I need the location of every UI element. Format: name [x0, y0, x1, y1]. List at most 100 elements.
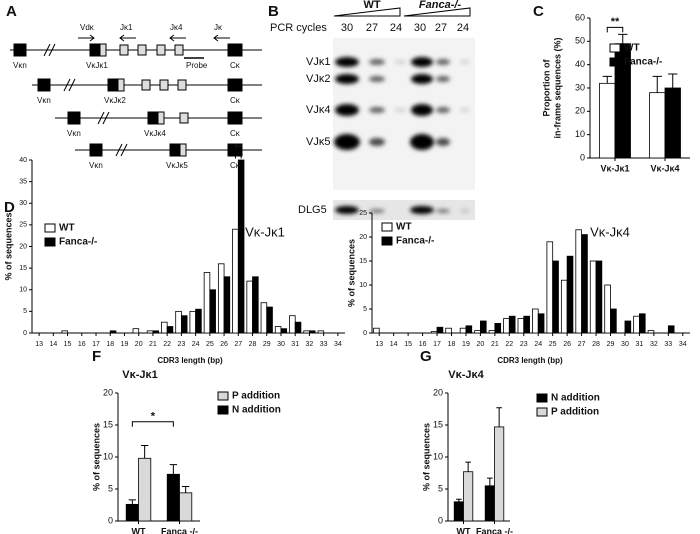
x-tick-label: 15: [404, 341, 412, 348]
legend-label: WT: [396, 222, 412, 233]
x-tick-label: 14: [49, 341, 57, 348]
x-tick-label: 15: [64, 341, 72, 348]
y-tick-label: 60: [575, 12, 585, 22]
cycle-number: 30: [414, 22, 426, 34]
error-bar: [668, 73, 678, 88]
y-tick-label: 20: [575, 106, 585, 116]
diagram-label: Vκn: [67, 129, 81, 138]
gel-bands: [334, 57, 470, 150]
bar: [484, 485, 495, 522]
legend-label: Fanca-/-: [59, 237, 97, 248]
bar: [430, 331, 438, 334]
y-tick-label: 25: [359, 210, 367, 217]
y-tick-label: 20: [19, 243, 27, 250]
y-tick-label: 10: [433, 451, 443, 461]
control-bands: [335, 206, 470, 214]
bar: [237, 159, 245, 334]
y-axis-label: % of sequences: [346, 239, 356, 307]
bar: [517, 318, 525, 334]
cycle-number: 24: [457, 22, 469, 34]
diagram-label: VκJκ5: [166, 161, 188, 170]
x-tick-label: 20: [477, 341, 485, 348]
error-bar: [140, 444, 149, 459]
bar: [667, 325, 675, 334]
bar: [180, 315, 188, 334]
y-axis-label: Proportion of: [541, 59, 551, 117]
group-label: WT: [363, 0, 380, 11]
y-tick-label: 0: [580, 152, 585, 162]
bar: [109, 330, 117, 334]
x-tick-label: 13: [35, 341, 43, 348]
bar: [125, 503, 139, 522]
x-tick-label: 19: [121, 341, 129, 348]
band-label: VJκ1: [306, 56, 330, 68]
bar: [610, 308, 617, 334]
bar: [289, 315, 296, 334]
chart-title: Vκ-Jκ4: [590, 224, 630, 239]
bar: [209, 289, 216, 334]
x-tick-label: 28: [592, 341, 600, 348]
x-tick-label: 32: [306, 341, 314, 348]
bar: [546, 241, 554, 334]
y-tick-label: 10: [103, 451, 113, 461]
bar: [494, 322, 502, 334]
y-tick-label: 35: [19, 178, 27, 185]
x-axis-label: CDR3 length (bp): [157, 356, 223, 365]
x-tick-label: 33: [320, 341, 328, 348]
significance-label: **: [234, 142, 243, 154]
cycle-number: 27: [435, 22, 447, 34]
diagram-label: Vκn: [89, 161, 103, 170]
x-tick-label: 29: [263, 341, 271, 348]
legend-label: P addition: [232, 391, 280, 402]
legend-swatch: [536, 407, 548, 417]
legend-swatch: [217, 391, 229, 401]
bar: [132, 328, 140, 334]
y-tick-label: 30: [575, 82, 585, 92]
x-tick-label: 22: [505, 341, 513, 348]
bar: [575, 229, 582, 334]
diagram-label: VκJκ1: [86, 61, 108, 70]
bar: [566, 255, 574, 334]
bar: [217, 263, 225, 334]
y-tick-label: 0: [108, 515, 113, 525]
bar: [152, 330, 160, 334]
diagram-label: Jκ1: [120, 23, 133, 32]
error-bar: [181, 485, 190, 493]
error-bar: [169, 464, 178, 475]
y-tick-label: 10: [359, 282, 367, 289]
legend-swatch: [381, 236, 393, 246]
bar: [436, 326, 444, 334]
x-tick-label: 34: [679, 341, 687, 348]
error-bar: [618, 33, 628, 44]
significance-bracket: [606, 26, 624, 33]
y-tick-label: 15: [359, 258, 367, 265]
band-label: VJκ2: [306, 73, 330, 85]
x-tick-label: 26: [220, 341, 228, 348]
legend-label: WT: [624, 43, 640, 54]
band-label: VJκ5: [306, 136, 330, 148]
x-tick-label: 23: [177, 341, 185, 348]
y-tick-label: 5: [108, 483, 113, 493]
significance-bracket: [131, 421, 174, 427]
bar: [560, 279, 568, 334]
y-tick-label: 50: [575, 36, 585, 46]
x-tick-label: 30: [277, 341, 285, 348]
bar: [246, 280, 253, 334]
bar: [589, 260, 597, 334]
bar: [508, 315, 516, 334]
x-tick-label: 33: [664, 341, 672, 348]
error-bar: [465, 461, 471, 472]
panel-label: F: [92, 348, 101, 365]
bar: [309, 330, 316, 334]
bar: [488, 330, 496, 334]
x-tick-label: 27: [578, 341, 586, 348]
error-bar: [652, 75, 662, 93]
x-tick-label: 26: [563, 341, 571, 348]
bar: [146, 330, 154, 334]
y-tick-label: 15: [433, 419, 443, 429]
y-tick-label: 20: [103, 387, 113, 397]
bar: [223, 276, 231, 334]
y-tick-label: 0: [363, 330, 367, 337]
cycles-label: PCR cycles: [270, 22, 327, 34]
